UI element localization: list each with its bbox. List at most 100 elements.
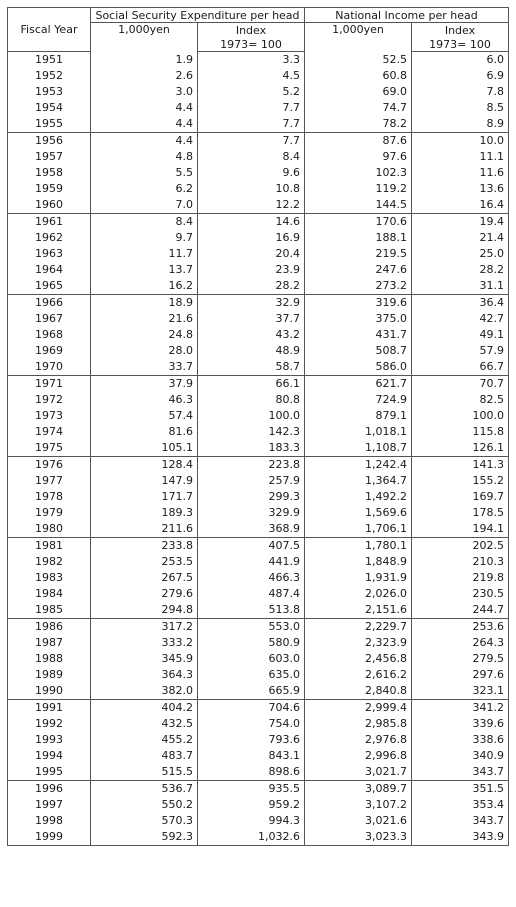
ss-index-header: Index <box>197 22 305 37</box>
ss-index-cell: 368.9 <box>197 521 305 538</box>
table-row: 1988 345.9 603.0 2,456.8 279.5 <box>7 651 509 667</box>
ss-yen-cell: 9.7 <box>90 230 198 246</box>
table-body: 1951 1.9 3.3 52.5 6.0 1952 2.6 4.5 60.8 6.9 1953 3.… <box>7 51 509 846</box>
fiscal-year-cell: 1991 <box>7 699 91 716</box>
ss-index-cell: 754.0 <box>197 716 305 732</box>
ss-index-cell: 9.6 <box>197 165 305 181</box>
table-header: Fiscal Year Social Security Expenditure … <box>7 7 509 52</box>
ni-yen-cell: 3,089.7 <box>304 780 412 797</box>
fiscal-year-cell: 1978 <box>7 489 91 505</box>
fiscal-year-cell: 1956 <box>7 132 91 149</box>
ss-index-cell: 513.8 <box>197 602 305 619</box>
ni-index-cell: 57.9 <box>411 343 509 359</box>
ni-yen-cell: 170.6 <box>304 213 412 230</box>
fiscal-year-cell: 1969 <box>7 343 91 359</box>
fiscal-year-cell: 1975 <box>7 440 91 457</box>
ni-index-cell: 19.4 <box>411 213 509 230</box>
ss-index-cell: 466.3 <box>197 570 305 586</box>
ss-yen-cell: 105.1 <box>90 440 198 457</box>
ni-index-cell: 31.1 <box>411 278 509 295</box>
fiscal-year-cell: 1997 <box>7 797 91 813</box>
fiscal-year-cell: 1989 <box>7 667 91 683</box>
ss-index-cell: 80.8 <box>197 392 305 408</box>
fiscal-year-cell: 1968 <box>7 327 91 343</box>
ni-yen-cell: 2,616.2 <box>304 667 412 683</box>
table-row: 1995 515.5 898.6 3,021.7 343.7 <box>7 764 509 781</box>
table-row: 1964 13.7 23.9 247.6 28.2 <box>7 262 509 278</box>
ss-yen-cell: 253.5 <box>90 554 198 570</box>
table-row: 1983 267.5 466.3 1,931.9 219.8 <box>7 570 509 586</box>
ss-yen-cell: 13.7 <box>90 262 198 278</box>
table-row: 1971 37.9 66.1 621.7 70.7 <box>7 375 509 392</box>
table-row: 1991 404.2 704.6 2,999.4 341.2 <box>7 699 509 716</box>
fiscal-year-cell: 1951 <box>7 51 91 68</box>
ss-index-cell: 58.7 <box>197 359 305 376</box>
ni-index-cell: 353.4 <box>411 797 509 813</box>
ss-index-cell: 553.0 <box>197 618 305 635</box>
ni-yen-cell: 375.0 <box>304 311 412 327</box>
ni-index-cell: 340.9 <box>411 748 509 764</box>
ss-index-cell: 994.3 <box>197 813 305 829</box>
table-row: 1968 24.8 43.2 431.7 49.1 <box>7 327 509 343</box>
ni-yen-cell: 1,018.1 <box>304 424 412 440</box>
fiscal-year-cell: 1972 <box>7 392 91 408</box>
ni-index-cell: 70.7 <box>411 375 509 392</box>
fiscal-year-cell: 1970 <box>7 359 91 376</box>
ni-index-cell: 49.1 <box>411 327 509 343</box>
ss-index-base-header: 1973= 100 <box>197 37 305 52</box>
ni-yen-cell: 319.6 <box>304 294 412 311</box>
ss-index-cell: 32.9 <box>197 294 305 311</box>
ni-index-cell: 339.6 <box>411 716 509 732</box>
ss-index-cell: 704.6 <box>197 699 305 716</box>
fiscal-year-cell: 1995 <box>7 764 91 781</box>
fiscal-year-header: Fiscal Year <box>7 7 91 52</box>
ss-yen-cell: 5.5 <box>90 165 198 181</box>
table-row: 1953 3.0 5.2 69.0 7.8 <box>7 84 509 100</box>
ni-yen-cell: 2,229.7 <box>304 618 412 635</box>
fiscal-year-cell: 1954 <box>7 100 91 116</box>
ni-yen-cell: 3,023.3 <box>304 829 412 846</box>
ni-yen-cell: 1,242.4 <box>304 456 412 473</box>
ss-yen-cell: 404.2 <box>90 699 198 716</box>
ss-yen-cell: 11.7 <box>90 246 198 262</box>
ss-yen-cell: 7.0 <box>90 197 198 214</box>
ni-index-cell: 16.4 <box>411 197 509 214</box>
table-row: 1985 294.8 513.8 2,151.6 244.7 <box>7 602 509 619</box>
fiscal-year-cell: 1990 <box>7 683 91 700</box>
table-row: 1956 4.4 7.7 87.6 10.0 <box>7 132 509 149</box>
ni-index-cell: 178.5 <box>411 505 509 521</box>
ss-index-cell: 183.3 <box>197 440 305 457</box>
table-row: 1970 33.7 58.7 586.0 66.7 <box>7 359 509 376</box>
ni-index-cell: 42.7 <box>411 311 509 327</box>
ss-index-cell: 10.8 <box>197 181 305 197</box>
ss-yen-cell: 333.2 <box>90 635 198 651</box>
ss-index-cell: 1,032.6 <box>197 829 305 846</box>
ss-yen-cell: 233.8 <box>90 537 198 554</box>
ni-index-cell: 11.1 <box>411 149 509 165</box>
fiscal-year-cell: 1976 <box>7 456 91 473</box>
fiscal-year-cell: 1977 <box>7 473 91 489</box>
ss-yen-cell: 46.3 <box>90 392 198 408</box>
ni-index-cell: 323.1 <box>411 683 509 700</box>
ni-index-cell: 343.7 <box>411 764 509 781</box>
ni-yen-cell: 1,569.6 <box>304 505 412 521</box>
ss-index-cell: 37.7 <box>197 311 305 327</box>
table-row: 1979 189.3 329.9 1,569.6 178.5 <box>7 505 509 521</box>
ss-yen-cell: 4.4 <box>90 132 198 149</box>
ss-yen-cell: 317.2 <box>90 618 198 635</box>
ni-yen-cell: 74.7 <box>304 100 412 116</box>
ni-index-cell: 10.0 <box>411 132 509 149</box>
ni-yen-cell: 87.6 <box>304 132 412 149</box>
ss-yen-cell: 33.7 <box>90 359 198 376</box>
ss-yen-cell: 147.9 <box>90 473 198 489</box>
table-row: 1975 105.1 183.3 1,108.7 126.1 <box>7 440 509 457</box>
ss-index-cell: 23.9 <box>197 262 305 278</box>
ni-index-cell: 11.6 <box>411 165 509 181</box>
ni-index-cell: 115.8 <box>411 424 509 440</box>
table-row: 1974 81.6 142.3 1,018.1 115.8 <box>7 424 509 440</box>
fiscal-year-cell: 1965 <box>7 278 91 295</box>
ni-yen-cell: 621.7 <box>304 375 412 392</box>
ni-index-cell: 100.0 <box>411 408 509 424</box>
fiscal-year-cell: 1958 <box>7 165 91 181</box>
ss-yen-cell: 536.7 <box>90 780 198 797</box>
